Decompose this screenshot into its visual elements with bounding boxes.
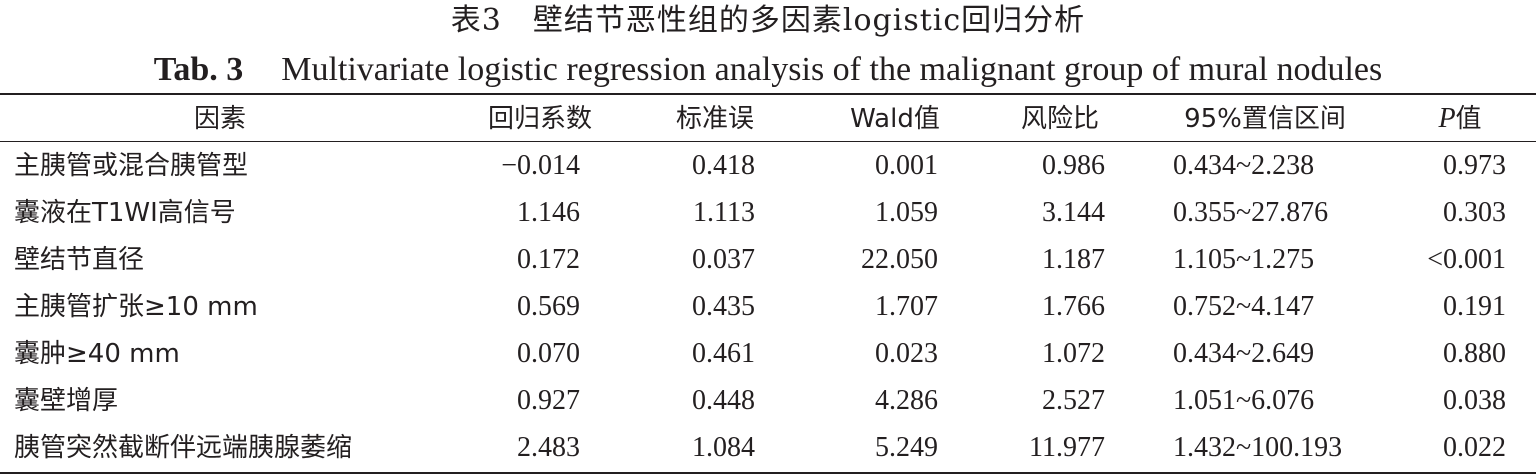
cell-p-value: 0.038 [1443, 385, 1506, 416]
table-row: 胰管突然截断伴远端胰腺萎缩 2.483 1.084 5.249 11.977 1… [0, 425, 1536, 471]
cell-p-value: 0.022 [1443, 432, 1506, 463]
cell-factor: 主胰管或混合胰管型 [14, 151, 249, 181]
cell-wald: 4.286 [875, 385, 938, 416]
cell-odds-ratio: 3.144 [1042, 197, 1105, 228]
cell-odds-ratio: 1.766 [1042, 291, 1105, 322]
table-title-english-text: Multivariate logistic regression analysi… [281, 51, 1383, 88]
cell-factor: 囊肿≥40 mm [14, 339, 180, 369]
header-factor: 因素 [193, 104, 246, 134]
table-row: 囊液在T1WI高信号 1.146 1.113 1.059 3.144 0.355… [0, 190, 1536, 236]
cell-confidence-interval: 1.051~6.076 [1173, 385, 1315, 416]
table-row: 囊壁增厚 0.927 0.448 4.286 2.527 1.051~6.076… [0, 378, 1536, 424]
cell-wald: 0.023 [875, 338, 938, 369]
cell-coefficient: 0.569 [517, 291, 580, 322]
cell-odds-ratio: 0.986 [1042, 150, 1105, 181]
table-row: 壁结节直径 0.172 0.037 22.050 1.187 1.105~1.2… [0, 237, 1536, 283]
table-header-rule [0, 141, 1536, 142]
table-row: 主胰管扩张≥10 mm 0.569 0.435 1.707 1.766 0.75… [0, 284, 1536, 330]
cell-coefficient: 0.070 [517, 338, 580, 369]
header-p-suffix: 值 [1455, 104, 1482, 134]
cell-standard-error: 0.418 [692, 150, 755, 181]
cell-factor: 胰管突然截断伴远端胰腺萎缩 [14, 433, 353, 463]
cell-factor: 囊液在T1WI高信号 [14, 198, 236, 228]
cell-wald: 1.059 [875, 197, 938, 228]
cell-coefficient: −0.014 [501, 150, 580, 181]
cell-factor: 囊壁增厚 [14, 386, 119, 416]
header-p-letter: P [1438, 103, 1456, 134]
cell-odds-ratio: 1.072 [1042, 338, 1105, 369]
cell-p-value: 0.973 [1443, 150, 1506, 181]
table-row: 主胰管或混合胰管型 −0.014 0.418 0.001 0.986 0.434… [0, 143, 1536, 189]
cell-odds-ratio: 2.527 [1042, 385, 1105, 416]
cell-odds-ratio: 11.977 [1029, 432, 1105, 463]
cell-confidence-interval: 0.355~27.876 [1173, 197, 1329, 228]
cell-coefficient: 0.927 [517, 385, 580, 416]
header-confidence-interval: 95%置信区间 [1184, 104, 1346, 134]
cell-factor: 壁结节直径 [14, 245, 145, 275]
table-row: 囊肿≥40 mm 0.070 0.461 0.023 1.072 0.434~2… [0, 331, 1536, 377]
table-bottom-rule [0, 472, 1536, 474]
cell-confidence-interval: 1.105~1.275 [1173, 244, 1315, 275]
table-title-chinese: 表3 壁结节恶性组的多因素logistic回归分析 [450, 3, 1086, 38]
cell-coefficient: 2.483 [517, 432, 580, 463]
header-wald-value: Wald值 [850, 104, 940, 134]
cell-p-value: 0.191 [1443, 291, 1506, 322]
cell-confidence-interval: 0.434~2.238 [1173, 150, 1315, 181]
cell-p-value: <0.001 [1427, 244, 1506, 275]
cell-p-value: 0.303 [1443, 197, 1506, 228]
cell-wald: 1.707 [875, 291, 938, 322]
cell-odds-ratio: 1.187 [1042, 244, 1105, 275]
cell-coefficient: 1.146 [517, 197, 580, 228]
cell-standard-error: 1.113 [693, 197, 755, 228]
cell-standard-error: 0.435 [692, 291, 755, 322]
table-number-label: Tab. 3 [153, 51, 244, 88]
table-top-rule [0, 93, 1536, 95]
cell-standard-error: 0.037 [692, 244, 755, 275]
header-standard-error: 标准误 [675, 104, 754, 134]
cell-confidence-interval: 0.752~4.147 [1173, 291, 1315, 322]
cell-confidence-interval: 0.434~2.649 [1173, 338, 1315, 369]
cell-wald: 22.050 [861, 244, 938, 275]
header-p-value: P值 [1410, 96, 1510, 142]
cell-wald: 5.249 [875, 432, 938, 463]
header-odds-ratio: 风险比 [1020, 104, 1099, 134]
cell-standard-error: 0.461 [692, 338, 755, 369]
cell-wald: 0.001 [875, 150, 938, 181]
cell-factor: 主胰管扩张≥10 mm [14, 292, 258, 322]
header-regression-coefficient: 回归系数 [487, 104, 592, 134]
cell-standard-error: 0.448 [692, 385, 755, 416]
cell-p-value: 0.880 [1443, 338, 1506, 369]
cell-confidence-interval: 1.432~100.193 [1173, 432, 1343, 463]
table-header-row: 因素 回归系数 标准误 Wald值 风险比 95%置信区间 P值 [0, 96, 1536, 142]
table-title-english: Tab. 3 Multivariate logistic regression a… [0, 50, 1536, 90]
cell-coefficient: 0.172 [517, 244, 580, 275]
cell-standard-error: 1.084 [692, 432, 755, 463]
